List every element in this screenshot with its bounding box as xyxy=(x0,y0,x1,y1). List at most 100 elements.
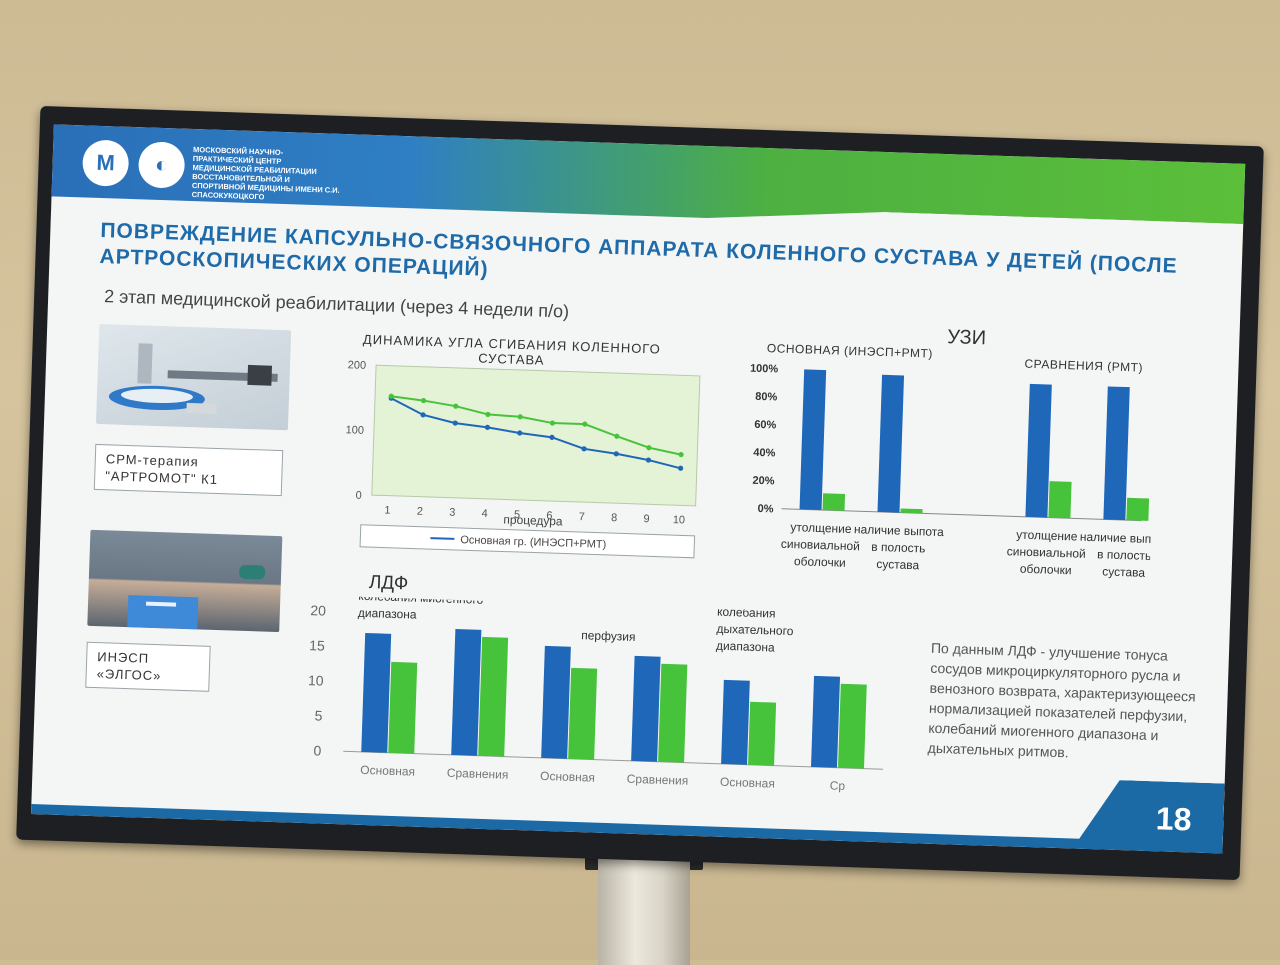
y-tick-label: 0% xyxy=(757,503,774,516)
bar xyxy=(361,632,392,753)
x-category-label: утолщениесиновиальнойоболочки xyxy=(780,520,861,571)
bar xyxy=(900,508,923,514)
line-chart: 0 100 200 1 2 3 4 5 6 7 8 9 10 процедура Основная гр. … xyxy=(345,359,701,559)
legend-label: Основная гр. (ИНЭСП+РМТ) xyxy=(460,534,606,551)
group-label: колебаниядыхательногодиапазона xyxy=(716,605,795,656)
tv-monitor: М ◐ МОСКОВСКИЙ НАУЧНО-ПРАКТИЧЕСКИЙ ЦЕНТР… xyxy=(16,105,1264,881)
data-point xyxy=(452,420,458,426)
data-point xyxy=(420,397,427,404)
data-point xyxy=(582,421,588,427)
data-point xyxy=(678,465,684,471)
x-category-label: Основная xyxy=(540,769,595,785)
data-point xyxy=(613,451,619,457)
ldf-title: ЛДФ xyxy=(368,572,409,595)
data-point xyxy=(453,403,459,409)
uzi-bar-chart: 0% 20% 40% 60% 80% 100% утолщениесиновиальнойо… xyxy=(750,363,1156,581)
bar xyxy=(799,369,827,511)
x-axis-label: процедура xyxy=(503,512,563,528)
legend-swatch xyxy=(430,537,455,540)
bar xyxy=(478,636,509,757)
org-name: МОСКОВСКИЙ НАУЧНО-ПРАКТИЧЕСКИЙ ЦЕНТР МЕД… xyxy=(191,144,340,202)
bar xyxy=(568,667,598,760)
bar xyxy=(838,683,867,769)
y-tick-label: 60% xyxy=(754,419,777,432)
data-point xyxy=(420,412,426,418)
data-point xyxy=(484,424,491,431)
bar xyxy=(1103,386,1130,521)
x-tick-label: 5 xyxy=(514,509,521,521)
x-axis xyxy=(343,750,883,770)
x-tick-label: 4 xyxy=(481,508,488,520)
x-tick-label: 2 xyxy=(417,506,424,518)
x-tick-label: 6 xyxy=(546,510,553,522)
bar xyxy=(1048,481,1072,519)
series-line xyxy=(390,397,681,470)
x-category-label: наличие выпотав полостьсустава xyxy=(853,522,945,573)
data-point xyxy=(485,411,491,418)
bar xyxy=(631,655,661,762)
y-tick-label: 40% xyxy=(753,447,776,460)
x-category-label: Основная xyxy=(720,775,775,791)
data-point xyxy=(549,420,556,426)
x-tick-label: 8 xyxy=(611,512,618,524)
data-point xyxy=(614,433,620,439)
cpm-device-photo xyxy=(95,323,292,431)
data-point xyxy=(517,430,523,436)
x-category-label: Сравнения xyxy=(627,772,689,788)
inesp-device-photo xyxy=(87,529,283,633)
group-label: колебания миогенногодиапазона xyxy=(358,595,484,624)
page-number: 18 xyxy=(1155,800,1193,838)
bar xyxy=(721,679,750,765)
bar xyxy=(388,661,418,754)
bar xyxy=(877,374,905,513)
series-line xyxy=(391,395,682,456)
bar xyxy=(658,663,688,763)
ldf-bar-chart: 0 5 10 15 20 Основная Сравнения Основная Сравнен… xyxy=(308,595,883,793)
x-category-label: Сравнения xyxy=(447,766,509,782)
data-point xyxy=(646,445,652,451)
y-tick-label: 20% xyxy=(752,475,775,488)
bar xyxy=(541,645,571,759)
y-tick-label: 5 xyxy=(314,707,323,723)
inesp-label-box: ИНЭСП «ЭЛГОС» xyxy=(85,641,211,692)
y-tick-label: 80% xyxy=(755,391,778,404)
data-point xyxy=(678,452,684,458)
bar xyxy=(1126,497,1150,521)
cpm-label-box: СРМ-терапия "АРТРОМОТ" К1 xyxy=(93,443,284,497)
tv-stand xyxy=(598,855,690,965)
data-point xyxy=(388,393,394,399)
x-tick-label: 10 xyxy=(673,514,686,526)
page-number-badge xyxy=(1072,779,1224,854)
slide-subtitle: 2 этап медицинской реабилитации (через 4… xyxy=(103,286,570,322)
data-point xyxy=(517,414,523,420)
y-tick-label: 0 xyxy=(355,490,362,502)
x-category-label: Основная xyxy=(360,763,415,779)
slide: М ◐ МОСКОВСКИЙ НАУЧНО-ПРАКТИЧЕСКИЙ ЦЕНТР… xyxy=(31,124,1246,854)
uzi-title: УЗИ xyxy=(946,326,987,350)
y-tick-label: 100% xyxy=(750,363,779,376)
legend-box xyxy=(359,524,696,559)
data-point xyxy=(581,446,587,452)
bar xyxy=(451,628,482,756)
y-tick-label: 0 xyxy=(313,742,322,758)
bar xyxy=(822,493,846,511)
data-point xyxy=(645,457,652,463)
y-tick-label: 20 xyxy=(310,602,326,619)
uzi-group-main-label: ОСНОВНАЯ (ИНЭСП+РМТ) xyxy=(766,341,934,361)
ldf-conclusion-note: По данным ЛДФ - улучшение тонуса сосудов… xyxy=(927,639,1196,761)
y-tick-label: 200 xyxy=(348,359,367,372)
data-point xyxy=(549,434,555,440)
x-category-label: Ср xyxy=(830,778,846,793)
y-tick-label: 15 xyxy=(309,637,325,654)
group-label: перфузия xyxy=(581,628,636,644)
x-tick-label: 1 xyxy=(384,505,391,517)
y-tick-label: 10 xyxy=(308,672,324,689)
bar xyxy=(811,675,841,768)
bar xyxy=(748,701,777,766)
x-category-label: наличие выпотав полостьсустава xyxy=(1078,530,1156,581)
bar xyxy=(1025,383,1052,518)
x-category-label: утолщениесиновиальнойоболочки xyxy=(1006,527,1087,578)
x-tick-label: 7 xyxy=(579,511,586,523)
x-tick-label: 3 xyxy=(449,507,456,519)
x-tick-label: 9 xyxy=(643,513,650,525)
